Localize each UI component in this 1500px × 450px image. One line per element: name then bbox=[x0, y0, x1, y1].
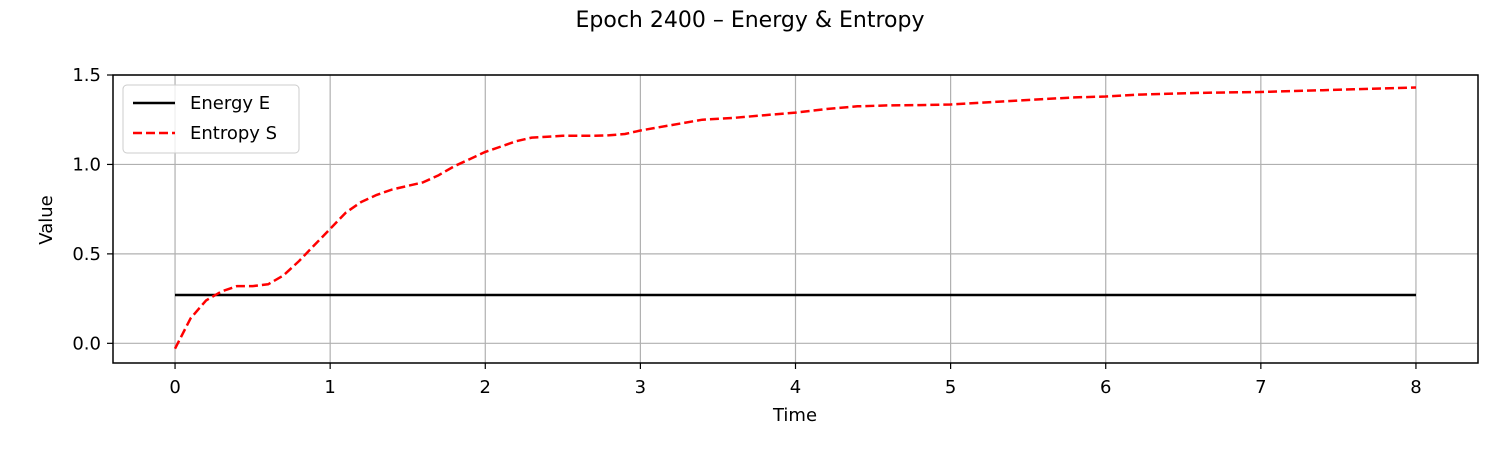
x-tick-label: 3 bbox=[635, 377, 646, 398]
x-tick-label: 8 bbox=[1410, 377, 1421, 398]
y-tick-label: 0.0 bbox=[72, 333, 101, 354]
y-tick-label: 1.5 bbox=[72, 65, 101, 86]
y-tick-label: 0.5 bbox=[72, 244, 101, 265]
legend: Energy E Entropy S bbox=[122, 84, 300, 154]
x-tick-label: 4 bbox=[790, 377, 801, 398]
y-axis-ticks: 0.0 0.5 1.0 1.5 bbox=[72, 65, 113, 354]
x-axis-ticks: 0 1 2 3 4 5 6 7 8 bbox=[169, 363, 1422, 398]
x-axis-label: Time bbox=[772, 405, 817, 426]
legend-label: Entropy S bbox=[190, 123, 277, 144]
series-line-entropy bbox=[173, 86, 1417, 350]
series-group bbox=[173, 86, 1417, 350]
x-tick-label: 5 bbox=[945, 377, 956, 398]
x-tick-label: 2 bbox=[480, 377, 491, 398]
x-tick-label: 7 bbox=[1255, 377, 1266, 398]
legend-label: Energy E bbox=[190, 93, 270, 114]
x-tick-label: 6 bbox=[1100, 377, 1111, 398]
x-tick-label: 1 bbox=[324, 377, 335, 398]
y-axis-label: Value bbox=[36, 195, 57, 244]
x-tick-label: 0 bbox=[169, 377, 180, 398]
y-tick-label: 1.0 bbox=[72, 154, 101, 175]
chart-title: Epoch 2400 – Energy & Entropy bbox=[576, 8, 925, 33]
grid-lines bbox=[113, 74, 1478, 363]
